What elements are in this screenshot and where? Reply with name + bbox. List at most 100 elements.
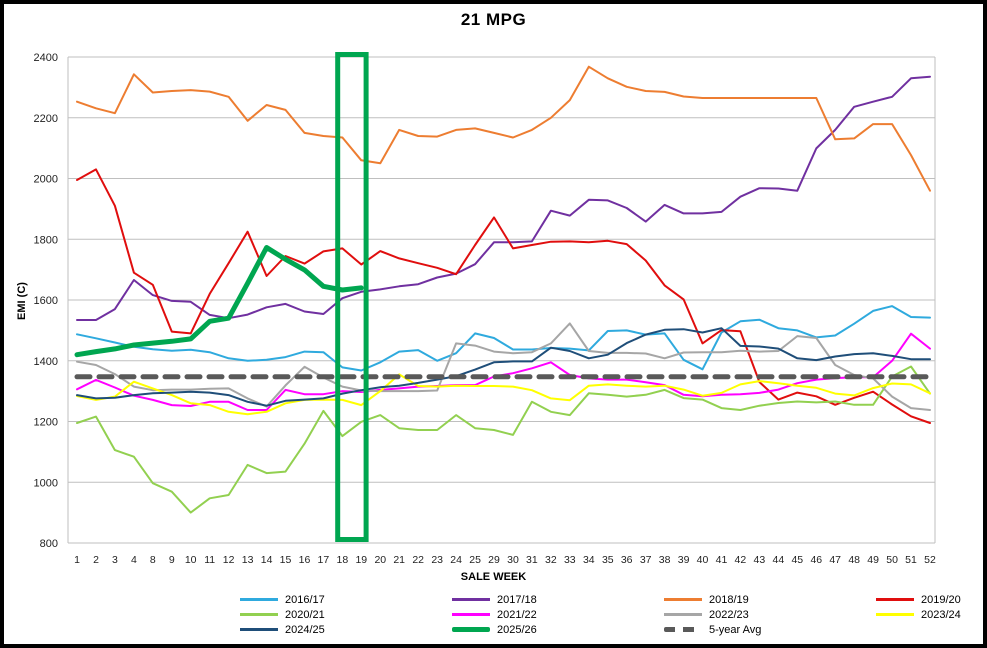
x-tick-label: 43 xyxy=(754,554,766,566)
legend-label: 2021/22 xyxy=(497,608,537,621)
x-tick-label: 1 xyxy=(74,554,80,566)
x-tick-label: 32 xyxy=(545,554,557,566)
x-tick-label: 21 xyxy=(393,554,405,566)
series-line-2020-21 xyxy=(76,365,931,514)
x-tick-label: 37 xyxy=(640,554,652,566)
x-tick-label: 45 xyxy=(791,554,803,566)
legend-label: 2022/23 xyxy=(709,608,749,621)
y-tick-label: 1800 xyxy=(34,234,58,246)
x-tick-label: 2 xyxy=(93,554,99,566)
legend-item-2022-23: 2022/23 xyxy=(664,607,876,622)
x-tick-label: 29 xyxy=(488,554,500,566)
x-tick-label: 42 xyxy=(735,554,747,566)
series-line-2022-23 xyxy=(76,322,931,411)
legend-item-2016-17: 2016/17 xyxy=(240,592,452,607)
y-axis-title: EMI (C) xyxy=(16,282,28,320)
legend-item-2024-25: 2024/25 xyxy=(240,622,452,637)
legend-item-2023-24: 2023/24 xyxy=(876,607,987,622)
legend-label: 5-year Avg xyxy=(709,623,762,636)
x-tick-label: 22 xyxy=(412,554,424,566)
x-tick-label: 15 xyxy=(280,554,292,566)
x-tick-label: 19 xyxy=(355,554,367,566)
legend-swatch-line xyxy=(452,598,490,601)
legend-swatch-line xyxy=(240,613,278,616)
y-tick-label: 1000 xyxy=(34,477,58,489)
x-tick-label: 49 xyxy=(867,554,879,566)
x-tick-label: 36 xyxy=(621,554,633,566)
legend-item-2019-20: 2019/20 xyxy=(876,592,987,607)
legend-label: 2016/17 xyxy=(285,593,325,606)
x-tick-label: 41 xyxy=(716,554,728,566)
x-tick-label: 14 xyxy=(261,554,273,566)
x-tick-label: 47 xyxy=(829,554,841,566)
legend-item-2018-19: 2018/19 xyxy=(664,592,876,607)
legend-item-2025-26: 2025/26 xyxy=(452,622,664,637)
x-tick-label: 13 xyxy=(242,554,254,566)
x-tick-label: 30 xyxy=(507,554,519,566)
legend-swatch-line xyxy=(240,598,278,601)
x-tick-label: 35 xyxy=(602,554,614,566)
legend-label: 2019/20 xyxy=(921,593,961,606)
x-tick-label: 18 xyxy=(337,554,349,566)
x-tick-label: 17 xyxy=(318,554,330,566)
x-tick-label: 48 xyxy=(848,554,860,566)
y-tick-label: 2000 xyxy=(34,174,58,186)
y-tick-label: 1600 xyxy=(34,295,58,307)
y-tick-label: 1200 xyxy=(34,417,58,429)
legend-swatch-line xyxy=(876,598,914,601)
x-tick-label: 50 xyxy=(886,554,898,566)
x-tick-label: 44 xyxy=(773,554,785,566)
x-tick-label: 34 xyxy=(583,554,595,566)
x-tick-label: 46 xyxy=(810,554,822,566)
x-tick-label: 11 xyxy=(204,554,215,566)
x-tick-label: 52 xyxy=(924,554,936,566)
x-tick-label: 12 xyxy=(223,554,235,566)
x-tick-label: 16 xyxy=(299,554,311,566)
chart-legend: 2016/17 2017/18 2018/19 2019/20 2020/21 2021/… xyxy=(240,592,987,637)
series-line-2019-20 xyxy=(76,168,931,424)
legend-item-2020-21: 2020/21 xyxy=(240,607,452,622)
legend-label: 2025/26 xyxy=(497,623,537,636)
highlight-box xyxy=(335,52,369,542)
series-line-2021-22 xyxy=(76,332,931,411)
series-line-2023-24 xyxy=(76,373,931,416)
x-axis-title: SALE WEEK xyxy=(460,571,527,583)
legend-swatch-line xyxy=(664,613,702,616)
x-tick-label: 4 xyxy=(131,554,137,566)
series-line-2025-26 xyxy=(74,245,364,358)
legend-swatch-line xyxy=(664,598,702,601)
y-tick-label: 1400 xyxy=(34,356,58,368)
legend-swatch-dash xyxy=(664,627,702,632)
legend-label: 2020/21 xyxy=(285,608,325,621)
x-tick-label: 3 xyxy=(112,554,118,566)
series-line-2024-25 xyxy=(76,327,931,407)
x-tick-label: 20 xyxy=(374,554,386,566)
x-tick-label: 40 xyxy=(697,554,709,566)
x-tick-label: 10 xyxy=(185,554,197,566)
x-tick-label: 9 xyxy=(169,554,175,566)
chart-title: 21 MPG xyxy=(460,10,527,29)
y-tick-label: 2200 xyxy=(34,113,58,125)
legend-label: 2023/24 xyxy=(921,608,961,621)
x-tick-label: 38 xyxy=(659,554,671,566)
legend-swatch-thick xyxy=(452,627,490,632)
series-line-2016-17 xyxy=(76,305,931,372)
legend-label: 2024/25 xyxy=(285,623,325,636)
x-tick-label: 33 xyxy=(564,554,576,566)
series-line-2017-18 xyxy=(76,75,931,321)
x-tick-label: 25 xyxy=(469,554,481,566)
x-tick-label: 24 xyxy=(450,554,462,566)
y-tick-label: 2400 xyxy=(34,52,58,64)
legend-swatch-line xyxy=(452,613,490,616)
legend-label: 2017/18 xyxy=(497,593,537,606)
x-tick-label: 39 xyxy=(678,554,690,566)
x-tick-label: 8 xyxy=(150,554,156,566)
x-tick-label: 31 xyxy=(526,554,538,566)
legend-item-2017-18: 2017/18 xyxy=(452,592,664,607)
legend-swatch-line xyxy=(240,628,278,631)
legend-item-5-year-Avg: 5-year Avg xyxy=(664,622,876,637)
legend-label: 2018/19 xyxy=(709,593,749,606)
x-tick-label: 51 xyxy=(905,554,917,566)
legend-swatch-line xyxy=(876,613,914,616)
